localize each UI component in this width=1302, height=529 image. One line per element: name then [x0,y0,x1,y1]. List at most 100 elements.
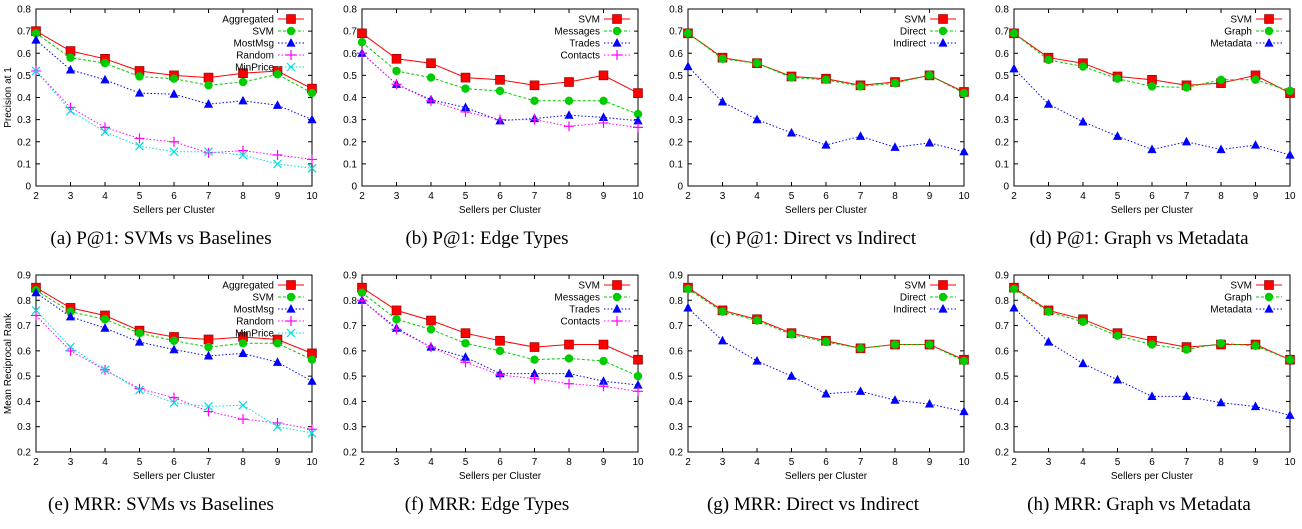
series-line [687,307,965,412]
y-axis-label: Precision at 1 [3,67,14,128]
y-tick-label: 0.5 [343,372,357,383]
data-point [856,82,865,91]
y-tick-label: 0.7 [995,27,1009,38]
y-tick-label: 0.5 [995,372,1009,383]
data-point [1147,340,1157,349]
x-axis-label: Sellers per Cluster [133,471,216,482]
data-point [683,284,693,294]
data-point [1112,374,1123,384]
data-point [31,287,41,297]
legend-marker [938,280,948,290]
y-tick-label: 0.6 [17,346,31,357]
x-tick-label: 9 [927,191,933,202]
legend-marker [1264,292,1274,302]
data-point [357,28,367,39]
figure-caption: (b) P@1: Edge Types [405,228,569,249]
legend-label: MostMsg [233,39,274,50]
data-point [357,295,367,306]
legend-label: Random [236,51,274,62]
y-tick-label: 0.3 [995,422,1009,433]
data-point [633,354,643,365]
x-axis-label: Sellers per Cluster [1111,205,1194,216]
chart-panel-8: 0.2 0.3 0.4 0.5 0.6 0.7 0.8 0.9 2 3 4 5 6 7 8 9 10 Seller… [978,266,1300,528]
data-point [273,159,282,169]
x-tick-label: 4 [102,191,108,202]
chart-panel-7: 0.2 0.3 0.4 0.5 0.6 0.7 0.8 0.9 2 3 4 5 6 7 8 9 10 Seller… [652,266,974,528]
data-point [426,58,436,69]
x-tick-label: 9 [601,457,607,468]
y-tick-label: 0.6 [343,346,357,357]
legend-marker [286,38,296,47]
legend-label: Graph [1224,293,1252,304]
series-line [35,70,313,160]
x-tick-label: 4 [428,191,434,202]
x-tick-label: 9 [601,191,607,202]
legend-marker [938,14,948,24]
data-point [1113,74,1122,83]
y-tick-label: 0.7 [17,27,31,38]
x-tick-label: 10 [632,191,644,202]
y-tick-label: 0.7 [17,321,31,332]
x-tick-label: 3 [394,191,400,202]
legend-marker [286,316,296,326]
x-tick-label: 9 [1253,191,1259,202]
data-point [717,96,728,106]
data-point [100,122,110,133]
series-graph [1009,29,1295,96]
data-point [461,339,470,348]
data-point [1216,75,1226,85]
data-point [134,133,145,144]
x-axis-label: Sellers per Cluster [785,205,868,216]
data-point [1285,355,1295,364]
data-point [307,163,317,173]
x-tick-label: 10 [632,457,644,468]
data-point [787,330,796,339]
data-point [890,78,900,88]
data-point [633,379,643,389]
data-point [203,350,214,360]
data-point [890,395,900,404]
x-tick-label: 8 [1218,457,1224,468]
data-point [238,348,248,357]
data-point [273,70,282,79]
chart-svg: 0.2 0.3 0.4 0.5 0.6 0.7 0.8 0.9 2 3 4 5 6 7 8 9 10 Seller… [669,271,970,483]
data-point [100,315,110,324]
data-point [392,66,401,76]
y-tick-label: 0.2 [995,448,1009,459]
x-tick-label: 7 [206,457,212,468]
series-svm [31,29,317,98]
data-point [460,328,471,338]
data-point [1044,307,1053,316]
chart-panel-5: 0.2 0.3 0.4 0.5 0.6 0.7 0.8 0.9 2 3 4 5 6 7 8 9 10 Seller… [0,266,322,528]
y-tick-label: 0.1 [995,159,1009,170]
legend-marker [938,292,948,302]
x-tick-label: 5 [463,457,469,468]
data-point [134,337,145,346]
data-point [530,355,539,364]
y-tick-label: 0.6 [995,49,1009,60]
x-axis-label: Sellers per Cluster [785,471,868,482]
legend-marker [286,292,296,302]
data-point [1043,337,1054,346]
data-point [31,29,41,38]
data-point [598,381,609,392]
data-point [307,428,317,438]
data-point [169,136,179,147]
data-point [426,73,436,82]
y-tick-label: 0.6 [343,49,357,60]
x-tick-label: 6 [823,191,829,202]
series-line [361,52,639,128]
data-point [529,80,540,91]
data-point [529,114,540,125]
x-tick-label: 4 [102,457,108,468]
data-point [134,383,145,394]
series-direct [683,284,969,366]
x-tick-label: 5 [463,191,469,202]
data-point [959,88,969,98]
